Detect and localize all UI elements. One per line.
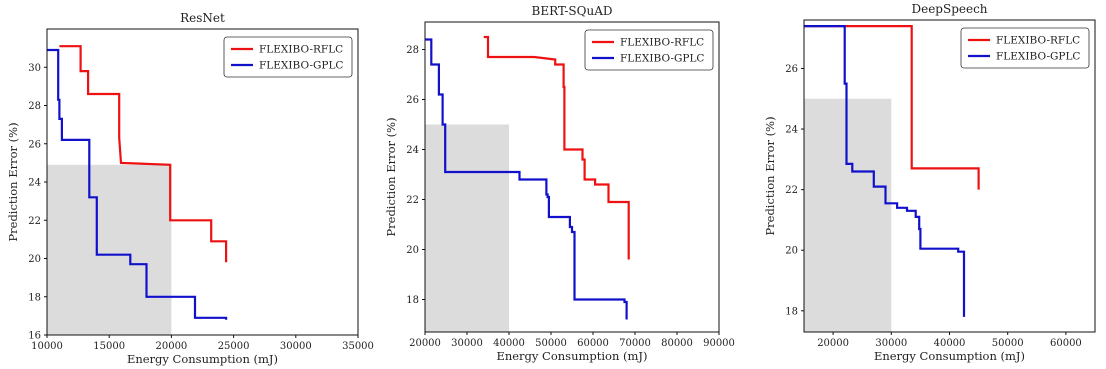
x-tick-label: 20000 — [155, 341, 187, 352]
y-tick-label: 26 — [28, 139, 41, 150]
y-tick-label: 28 — [28, 101, 41, 112]
x-tick-label: 90000 — [703, 338, 735, 349]
x-tick-label: 20000 — [409, 338, 441, 349]
legend-label: FLEXIBO-GPLC — [259, 60, 343, 72]
series-line-flexibo-gplc — [804, 25, 966, 317]
legend-box — [223, 36, 353, 78]
y-tick-label: 28 — [406, 45, 419, 56]
x-tick-label: 25000 — [218, 341, 250, 352]
y-tick-label: 22 — [28, 216, 41, 227]
x-tick-label: 50000 — [535, 338, 567, 349]
y-tick-label: 18 — [785, 306, 798, 317]
x-tick-label: 40000 — [934, 338, 966, 349]
legend-box — [960, 27, 1090, 69]
shaded-region — [804, 98, 892, 332]
y-tick-label: 18 — [28, 292, 41, 303]
y-tick-label: 24 — [785, 125, 798, 136]
x-tick-label: 30000 — [451, 338, 483, 349]
series-line-flexibo-gplc — [47, 48, 228, 320]
x-tick-label: 10000 — [31, 341, 63, 352]
legend: FLEXIBO-RFLC FLEXIBO-GPLC — [960, 27, 1090, 69]
legend-label: FLEXIBO-RFLC — [996, 35, 1080, 47]
legend-box — [584, 29, 714, 71]
x-axis-title: Energy Consumption (mJ) — [127, 352, 278, 366]
y-tick-label: 16 — [28, 331, 41, 342]
x-tick-label: 20000 — [817, 338, 849, 349]
y-tick-label: 20 — [406, 245, 419, 256]
legend-label: FLEXIBO-RFLC — [620, 37, 704, 49]
x-tick-label: 80000 — [661, 338, 693, 349]
legend-label: FLEXIBO-RFLC — [259, 44, 343, 56]
x-tick-label: 30000 — [875, 338, 907, 349]
legend: FLEXIBO-RFLC FLEXIBO-GPLC — [223, 36, 353, 78]
y-tick-label: 24 — [406, 145, 419, 156]
chart-panel-2: 20000 30000 40000 50000 60000 18 20 22 24 26 DeepS… — [763, 2, 1096, 363]
y-axis-title: Prediction Error (%) — [6, 122, 20, 241]
chart-panel-0: 10000 15000 20000 25000 30000 35000 16 18 20 22 24… — [6, 11, 374, 366]
x-axis-title: Energy Consumption (mJ) — [874, 349, 1025, 363]
y-axis-title: Prediction Error (%) — [763, 116, 777, 235]
series-line-flexibo-gplc — [425, 38, 628, 320]
chart-title: ResNet — [180, 11, 225, 25]
x-axis-title: Energy Consumption (mJ) — [496, 349, 647, 363]
legend: FLEXIBO-RFLC FLEXIBO-GPLC — [584, 29, 714, 71]
y-tick-label: 20 — [28, 254, 41, 265]
chart-panel-1: 20000 30000 40000 50000 60000 70000 80000 90000… — [384, 4, 735, 363]
x-tick-label: 50000 — [992, 338, 1024, 349]
y-tick-label: 26 — [406, 95, 419, 106]
series-line-flexibo-rflc — [483, 35, 630, 260]
shaded-region — [47, 164, 172, 335]
y-tick-label: 22 — [785, 185, 798, 196]
y-tick-label: 18 — [406, 295, 419, 306]
x-tick-label: 40000 — [493, 338, 525, 349]
y-tick-label: 30 — [28, 63, 41, 74]
y-axis-title: Prediction Error (%) — [384, 117, 398, 236]
x-tick-label: 15000 — [93, 341, 125, 352]
y-tick-label: 22 — [406, 195, 419, 206]
legend-label: FLEXIBO-GPLC — [996, 51, 1080, 63]
x-tick-label: 60000 — [1050, 338, 1082, 349]
x-tick-label: 60000 — [577, 338, 609, 349]
x-tick-label: 70000 — [619, 338, 651, 349]
shaded-region — [425, 124, 509, 332]
y-tick-label: 26 — [785, 64, 798, 75]
series-line-flexibo-rflc — [59, 45, 228, 263]
chart-title: BERT-SQuAD — [532, 4, 613, 18]
series-line-flexibo-rflc — [804, 25, 980, 190]
y-tick-label: 20 — [785, 246, 798, 257]
x-tick-label: 30000 — [280, 341, 312, 352]
plot-frame — [424, 21, 720, 333]
x-tick-label: 35000 — [342, 341, 374, 352]
chart-title: DeepSpeech — [911, 2, 987, 16]
legend-label: FLEXIBO-GPLC — [620, 53, 704, 65]
y-tick-label: 24 — [28, 178, 41, 189]
